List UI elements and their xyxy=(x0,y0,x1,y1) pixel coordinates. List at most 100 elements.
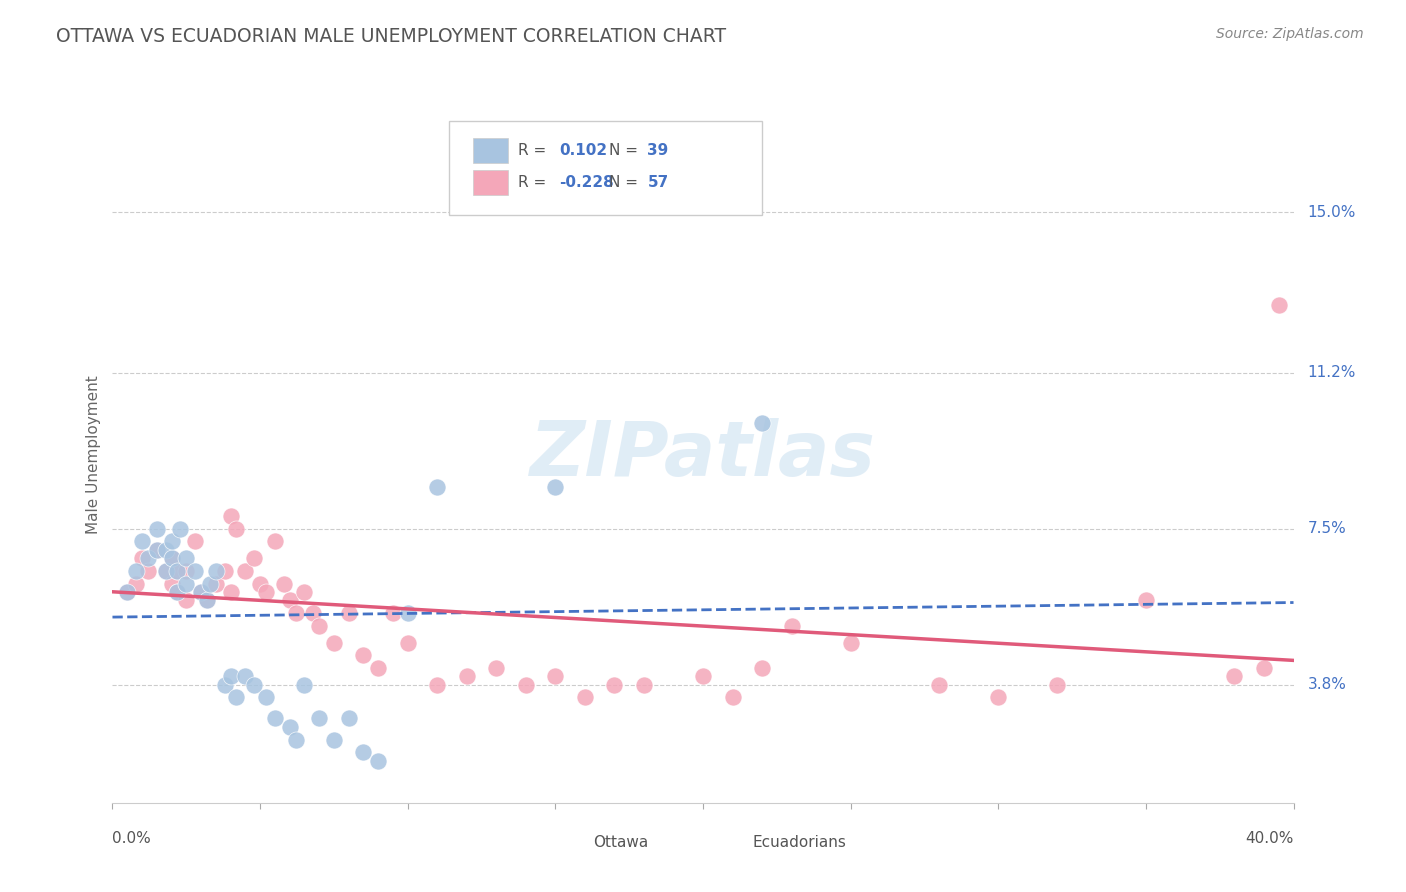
Text: 0.102: 0.102 xyxy=(560,143,607,158)
Point xyxy=(278,593,301,607)
Point xyxy=(928,678,950,692)
Point xyxy=(131,534,153,549)
Text: ZIPatlas: ZIPatlas xyxy=(530,418,876,491)
Point xyxy=(485,661,508,675)
Point xyxy=(155,564,177,578)
Point xyxy=(219,509,242,524)
Point xyxy=(367,754,389,768)
Point xyxy=(633,678,655,692)
Point xyxy=(264,711,287,725)
Point xyxy=(839,635,862,649)
Text: R =: R = xyxy=(517,143,551,158)
Point xyxy=(292,678,315,692)
Point xyxy=(323,635,346,649)
Point xyxy=(146,522,169,536)
Point xyxy=(396,606,419,620)
Text: 57: 57 xyxy=(648,176,669,190)
Point xyxy=(225,522,247,536)
Point xyxy=(190,585,212,599)
FancyBboxPatch shape xyxy=(449,121,762,215)
Point xyxy=(456,669,478,683)
Text: N =: N = xyxy=(609,176,643,190)
Point xyxy=(1253,661,1275,675)
Point xyxy=(249,576,271,591)
Point xyxy=(323,732,346,747)
FancyBboxPatch shape xyxy=(472,137,508,162)
Point xyxy=(195,593,218,607)
Point xyxy=(278,720,301,734)
Point xyxy=(1223,669,1246,683)
Point xyxy=(233,669,256,683)
Point xyxy=(174,593,197,607)
Point xyxy=(544,479,567,493)
Text: 0.0%: 0.0% xyxy=(112,830,152,846)
Point xyxy=(160,551,183,566)
Point xyxy=(233,564,256,578)
Point xyxy=(1046,678,1069,692)
Point xyxy=(751,661,773,675)
Point xyxy=(352,745,374,759)
Point xyxy=(987,690,1010,705)
Point xyxy=(426,678,449,692)
Point xyxy=(146,542,169,557)
Text: -0.228: -0.228 xyxy=(560,176,613,190)
Text: N =: N = xyxy=(609,143,643,158)
Point xyxy=(160,551,183,566)
Point xyxy=(166,564,188,578)
Point xyxy=(574,690,596,705)
Point xyxy=(308,711,330,725)
Point xyxy=(751,417,773,431)
Point xyxy=(125,564,148,578)
Point xyxy=(136,564,159,578)
Text: 15.0%: 15.0% xyxy=(1308,205,1355,220)
Point xyxy=(195,593,218,607)
Point xyxy=(125,576,148,591)
Y-axis label: Male Unemployment: Male Unemployment xyxy=(86,376,101,534)
Point xyxy=(382,606,405,620)
Point xyxy=(284,606,307,620)
Text: Ottawa: Ottawa xyxy=(593,835,648,850)
FancyBboxPatch shape xyxy=(550,832,585,853)
Point xyxy=(214,564,236,578)
Point xyxy=(515,678,537,692)
Text: R =: R = xyxy=(517,176,551,190)
Point xyxy=(198,576,221,591)
Text: 3.8%: 3.8% xyxy=(1308,677,1347,692)
Point xyxy=(396,635,419,649)
Point xyxy=(205,564,228,578)
Point xyxy=(302,606,325,620)
Point xyxy=(166,564,188,578)
Point xyxy=(243,551,266,566)
Point xyxy=(254,690,277,705)
Point xyxy=(166,585,188,599)
Point xyxy=(174,576,197,591)
Text: 39: 39 xyxy=(648,143,669,158)
Point xyxy=(219,669,242,683)
Point xyxy=(308,618,330,632)
Point xyxy=(352,648,374,663)
Point xyxy=(426,479,449,493)
Point xyxy=(243,678,266,692)
Point xyxy=(337,606,360,620)
Text: OTTAWA VS ECUADORIAN MALE UNEMPLOYMENT CORRELATION CHART: OTTAWA VS ECUADORIAN MALE UNEMPLOYMENT C… xyxy=(56,27,727,45)
Point xyxy=(292,585,315,599)
Point xyxy=(117,585,138,599)
Point xyxy=(544,669,567,683)
Point xyxy=(160,576,183,591)
Point xyxy=(219,585,242,599)
Point xyxy=(136,551,159,566)
FancyBboxPatch shape xyxy=(472,170,508,195)
Point xyxy=(1268,298,1291,312)
Point xyxy=(721,690,744,705)
Point xyxy=(174,564,197,578)
Point xyxy=(160,534,183,549)
Point xyxy=(337,711,360,725)
Point xyxy=(155,564,177,578)
Point xyxy=(131,551,153,566)
Text: 7.5%: 7.5% xyxy=(1308,521,1347,536)
Point xyxy=(284,732,307,747)
Point xyxy=(205,576,228,591)
Point xyxy=(225,690,247,705)
Point xyxy=(254,585,277,599)
Point xyxy=(273,576,295,591)
